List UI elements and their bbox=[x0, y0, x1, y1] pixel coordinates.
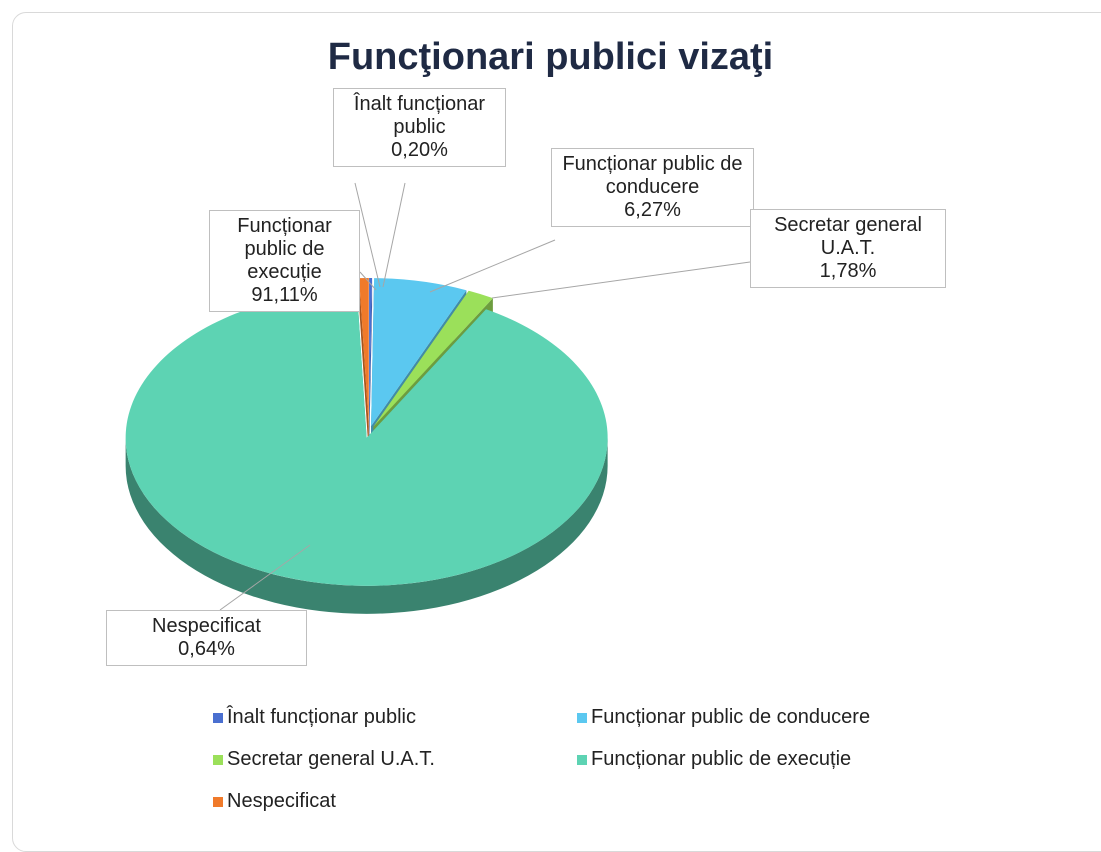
data-label: Funcționar public de conducere 6,27% bbox=[551, 148, 754, 227]
data-label: Înalt funcționar public 0,20% bbox=[333, 88, 506, 167]
data-label: Funcționar public de execuție 91,11% bbox=[209, 210, 360, 312]
legend-item: Înalt funcționar public bbox=[213, 706, 416, 729]
slice bbox=[359, 278, 369, 426]
legend-swatch bbox=[577, 754, 587, 765]
data-label-value: 91,11% bbox=[251, 284, 318, 306]
data-label: Secretar general U.A.T. 1,78% bbox=[750, 209, 946, 288]
data-label-value: 0,64% bbox=[178, 638, 235, 660]
slice bbox=[125, 289, 608, 586]
leader-line bbox=[354, 182, 381, 288]
slice bbox=[371, 278, 467, 427]
legend-label: Secretar general U.A.T. bbox=[227, 748, 435, 770]
data-label-name: Funcționar public de execuție bbox=[237, 215, 332, 283]
slice bbox=[373, 290, 493, 427]
legend-label: Funcționar public de execuție bbox=[591, 748, 852, 770]
legend-swatch bbox=[213, 712, 223, 723]
slice-side bbox=[125, 437, 608, 614]
legend-swatch bbox=[213, 796, 223, 807]
chart-title: Funcţionari publici vizaţi bbox=[327, 36, 774, 78]
slice bbox=[369, 277, 373, 426]
legend-item: Funcționar public de execuție bbox=[577, 748, 851, 771]
legend-item: Funcționar public de conducere bbox=[577, 706, 870, 729]
data-label-value: 1,78% bbox=[819, 260, 877, 282]
data-label-value: 0,20% bbox=[391, 139, 448, 161]
leader-line bbox=[219, 544, 311, 611]
slice-wall bbox=[369, 278, 373, 454]
data-label-name: Înalt funcționar public bbox=[353, 93, 486, 138]
slice-wall bbox=[359, 278, 369, 454]
data-label: Nespecificat 0,64% bbox=[106, 610, 307, 666]
leader-line bbox=[491, 261, 751, 299]
legend-label: Înalt funcționar public bbox=[227, 706, 417, 728]
data-label-name: Funcționar public de conducere bbox=[562, 153, 743, 198]
legend-label: Nespecificat bbox=[227, 790, 336, 812]
leader-line bbox=[429, 239, 556, 293]
legend-swatch bbox=[577, 712, 587, 723]
data-label-name: Nespecificat bbox=[152, 615, 261, 637]
data-label-value: 6,27% bbox=[624, 199, 681, 221]
data-label-name: Secretar general U.A.T. bbox=[774, 214, 922, 259]
leader-line bbox=[382, 182, 406, 288]
legend-label: Funcționar public de conducere bbox=[591, 706, 871, 728]
chart: Funcţionari publici vizaţi Înalt funcțio… bbox=[12, 12, 1101, 852]
legend-swatch bbox=[213, 754, 223, 765]
legend-item: Nespecificat bbox=[213, 790, 336, 813]
leader-line bbox=[359, 271, 377, 291]
legend-item: Secretar general U.A.T. bbox=[213, 748, 435, 771]
plot bbox=[125, 182, 751, 614]
